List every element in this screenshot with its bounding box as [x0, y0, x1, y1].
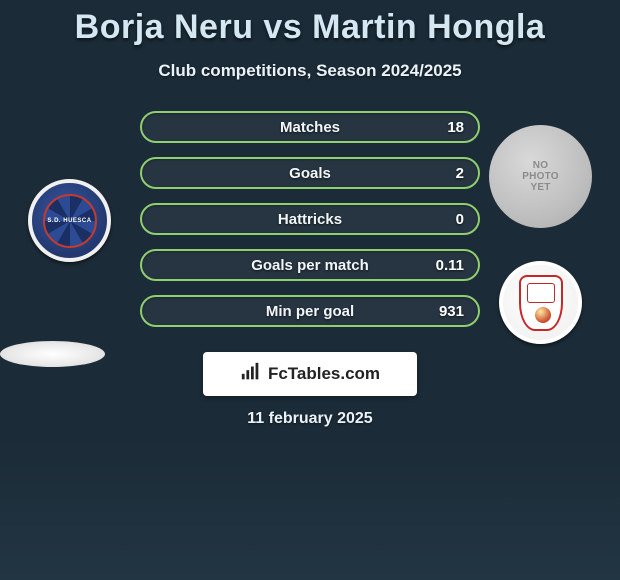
stat-label: Min per goal: [200, 303, 420, 320]
stat-right-value: 0.11: [420, 257, 478, 274]
no-photo-line: YET: [522, 182, 558, 193]
bar-chart-icon: [240, 361, 262, 388]
stat-row-min-per-goal: Min per goal 931: [140, 295, 480, 327]
club-left-crest: S.D. HUESCA: [28, 179, 111, 262]
player-left-photo: [0, 341, 105, 367]
stat-label: Hattricks: [200, 211, 420, 228]
club-right-crest: [499, 261, 582, 344]
stat-right-value: 18: [420, 119, 478, 136]
stat-row-matches: Matches 18: [140, 111, 480, 143]
stats-list: Matches 18 Goals 2 Hattricks 0 Goals per…: [140, 111, 480, 327]
stat-label: Goals per match: [200, 257, 420, 274]
no-photo-placeholder: NO PHOTO YET: [522, 160, 558, 193]
no-photo-line: PHOTO: [522, 171, 558, 182]
brand-name: FcTables.com: [268, 364, 380, 384]
date-label: 11 february 2025: [0, 410, 620, 428]
no-photo-line: NO: [522, 160, 558, 171]
stat-right-value: 931: [420, 303, 478, 320]
subtitle: Club competitions, Season 2024/2025: [0, 61, 620, 81]
stat-row-goals-per-match: Goals per match 0.11: [140, 249, 480, 281]
brand-badge: FcTables.com: [203, 352, 417, 396]
page-title: Borja Neru vs Martin Hongla: [0, 0, 620, 47]
stat-label: Goals: [200, 165, 420, 182]
stat-right-value: 2: [420, 165, 478, 182]
player-right-photo: NO PHOTO YET: [489, 125, 592, 228]
stat-label: Matches: [200, 119, 420, 136]
club-right-shield: [519, 275, 563, 331]
club-left-label: S.D. HUESCA: [47, 218, 91, 224]
stat-row-hattricks: Hattricks 0: [140, 203, 480, 235]
stat-row-goals: Goals 2: [140, 157, 480, 189]
stat-right-value: 0: [420, 211, 478, 228]
